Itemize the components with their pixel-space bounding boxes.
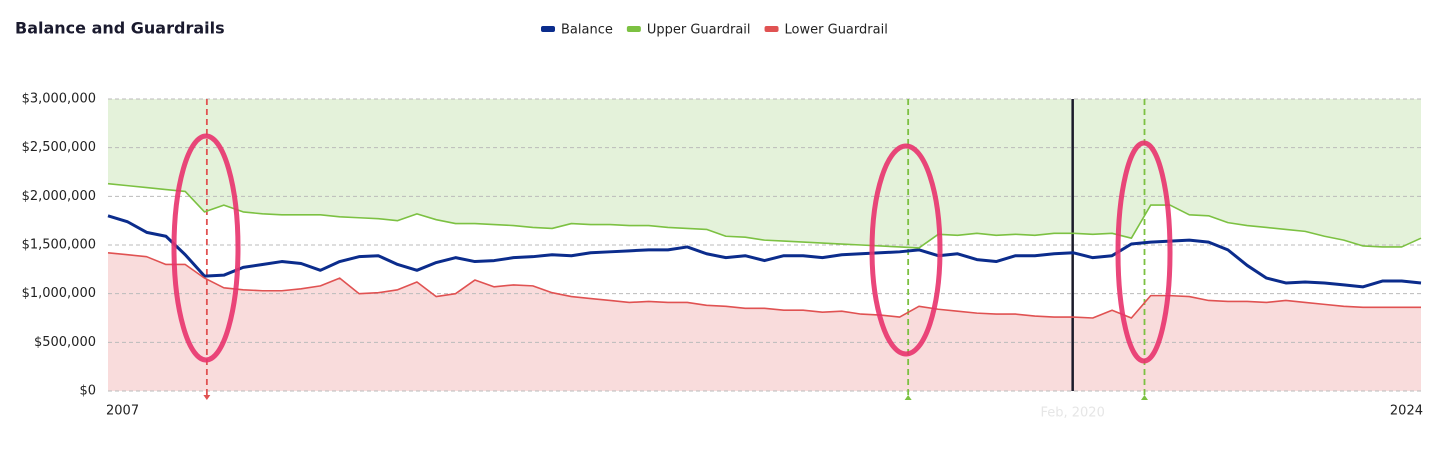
chart-title: Balance and Guardrails	[15, 19, 225, 38]
legend-label: Balance	[561, 23, 613, 38]
highlight-ellipse	[869, 143, 943, 357]
event-marker-arrow	[1140, 395, 1148, 400]
guardrail-area	[108, 99, 1421, 248]
y-tick-label: $3,000,000	[22, 92, 96, 107]
cursor-label: Feb, 2020	[1040, 406, 1104, 421]
legend-label: Upper Guardrail	[647, 23, 751, 38]
series-line	[107, 214, 1422, 289]
highlight-ellipse	[171, 133, 241, 363]
series-line	[107, 182, 1422, 249]
series-line	[107, 251, 1421, 319]
y-tick-label: $2,000,000	[22, 189, 96, 204]
legend-swatch	[541, 26, 555, 32]
y-tick-label: $0	[79, 384, 96, 399]
event-marker-arrow	[904, 395, 912, 400]
plot-area: $0 $500,000 $1,000,000 $1,500,000 $2,000,000…	[22, 23, 1423, 421]
legend-swatch	[764, 26, 779, 32]
annotation-circles	[171, 133, 1173, 364]
legend-swatch	[626, 26, 641, 32]
event-marker-arrow	[203, 395, 211, 400]
y-tick-label: $1,500,000	[22, 238, 96, 253]
legend-label: Lower Guardrail	[785, 23, 888, 38]
y-tick-label: $2,500,000	[22, 140, 96, 155]
x-tick-label: 2007	[106, 404, 139, 419]
y-tick-label: $500,000	[34, 335, 96, 350]
guardrail-area	[108, 252, 1421, 391]
y-tick-label: $1,000,000	[22, 286, 96, 301]
x-tick-label: 2024	[1390, 404, 1423, 419]
highlight-ellipse	[1115, 140, 1173, 364]
